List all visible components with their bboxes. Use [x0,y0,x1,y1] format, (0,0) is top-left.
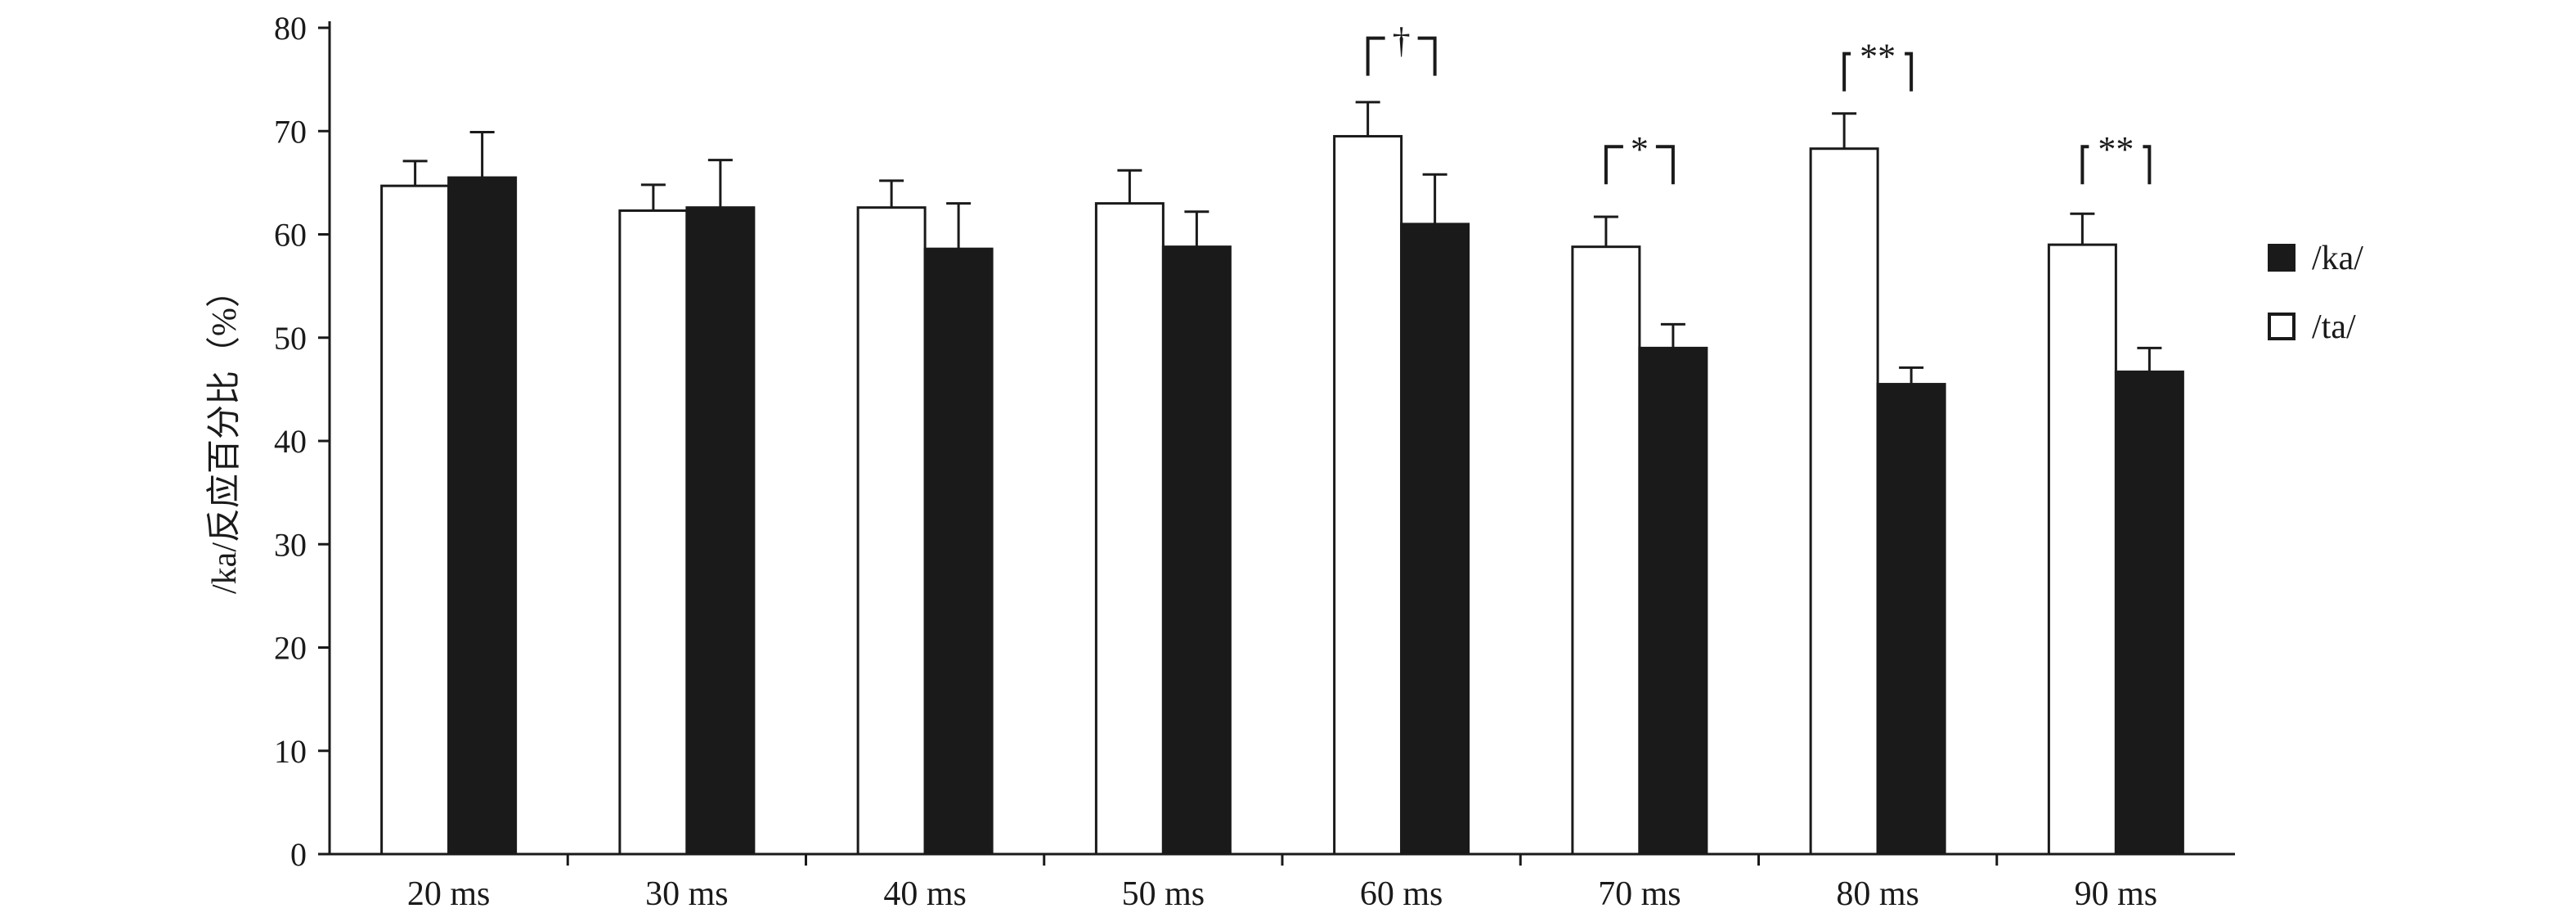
bar-ta [1809,147,1879,856]
y-tick-label: 70 [274,113,307,150]
bar-ka [447,176,518,856]
bar-group [1809,112,1946,856]
bar-ta [380,184,451,856]
bar-group [1094,169,1232,856]
bar-ta [1333,135,1403,856]
significance-bracket: * [1604,129,1675,185]
bar-ta [618,209,689,856]
bar-group [618,159,756,856]
x-tick-label: 60 ms [1360,875,1443,913]
bar-ka [923,247,994,856]
y-axis-label: /ka/反应百分比（%） [205,273,244,594]
bar-ka [2114,370,2184,856]
legend-swatch [2268,313,2296,340]
bracket-gap [1622,142,1656,152]
bar-ta [856,206,927,856]
significance-bracket: ** [1842,37,1914,92]
x-tick-label: 30 ms [645,875,729,913]
x-tick-label: 80 ms [1836,875,1919,913]
bar-ka [1876,383,1946,856]
significance-label: † [1393,21,1411,61]
bar-group [380,131,518,856]
bar-group [856,179,994,856]
legend-swatch [2268,244,2296,272]
plot-area: 0 10 20 30 40 50 60 70 80 20 ms 30 ms 40 ms 50 ms 60 … [274,10,2235,913]
x-tick-label: 90 ms [2075,875,2158,913]
x-tick-label: 40 ms [883,875,967,913]
bar-group [1333,101,1470,856]
y-tick-label: 30 [274,526,307,563]
legend-item: /ta/ [2268,308,2356,346]
bracket-gap [2089,142,2143,152]
significance-label: * [1631,129,1649,169]
x-tick-label: 50 ms [1122,875,1205,913]
x-tick-label: 70 ms [1598,875,1681,913]
x-tick-label: 20 ms [407,875,491,913]
bar-ta [2047,243,2117,856]
bar-ka [1161,245,1232,856]
significance-bracket: ** [2080,129,2152,185]
bar-ka [685,206,756,856]
legend-item: /ka/ [2268,240,2363,277]
legend-label: /ta/ [2312,308,2356,346]
y-tick-label: 10 [274,733,307,770]
bar-ta [1094,202,1165,856]
bar-ta [1571,245,1641,856]
y-tick-label: 0 [290,836,307,873]
significance-label: ** [2098,129,2134,169]
y-tick-label: 50 [274,320,307,357]
y-tick-label: 60 [274,217,307,254]
bar-group [2047,212,2184,856]
significance-bracket: † [1366,21,1437,76]
significance-label: ** [1860,37,1896,77]
bar-ka [1400,223,1470,856]
y-tick-label: 40 [274,423,307,460]
bracket-gap [1851,48,1905,59]
bracket-gap [1384,33,1418,43]
legend-label: /ka/ [2312,240,2363,277]
y-tick-label: 20 [274,630,307,667]
bar-ka [1638,346,1708,856]
bar-group [1571,215,1708,856]
legend: /ka/ /ta/ [2268,240,2363,346]
y-tick-label: 80 [274,10,307,47]
